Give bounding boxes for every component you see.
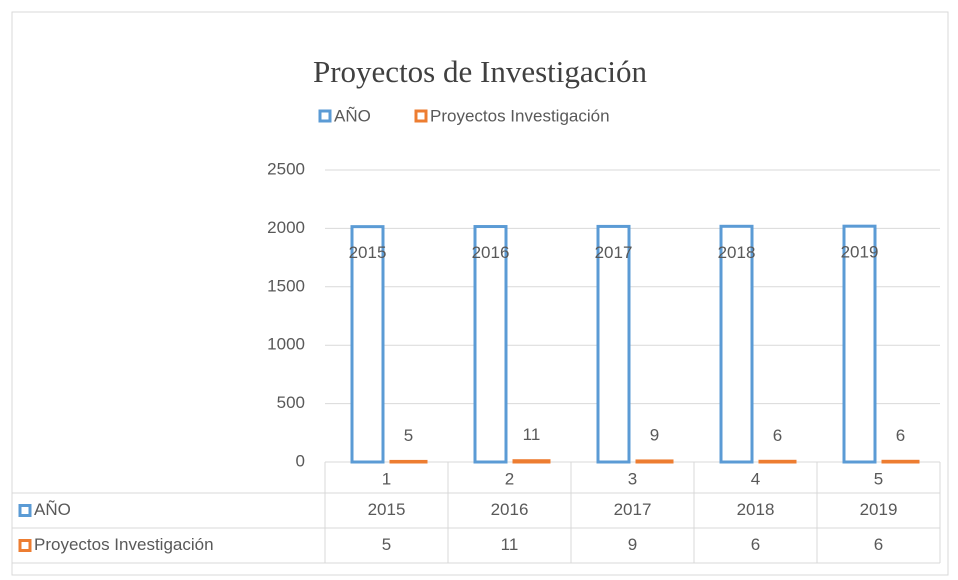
bar [389,459,428,464]
bar [635,459,674,464]
table-cell: 2015 [368,500,406,519]
table-cell: 2016 [491,500,529,519]
y-tick-label: 2000 [267,218,305,237]
table-cell: 2018 [737,500,775,519]
legend-key [318,109,332,123]
y-tick-label: 1000 [267,335,305,354]
legend-label: AÑO [334,106,371,125]
table-cell: 6 [874,535,883,554]
table-row-label: Proyectos Investigación [34,535,214,554]
table-cell: 5 [382,535,391,554]
table-legend-key [18,539,32,552]
data-label: 9 [650,425,659,444]
bar [473,225,508,464]
y-tick-label: 500 [277,393,305,412]
legend-label: Proyectos Investigación [430,106,610,125]
bar [350,225,385,464]
table-legend-key [18,504,32,517]
table-cell: 9 [628,535,637,554]
bar [719,224,754,464]
data-label: 5 [404,426,413,445]
data-label: 2019 [841,243,879,262]
table-cell: 6 [751,535,760,554]
y-tick-label: 2500 [267,159,305,178]
data-label: 2018 [718,243,756,262]
x-tick-label: 4 [751,469,760,488]
x-tick-label: 3 [628,469,637,488]
table-cell: 2019 [860,500,898,519]
y-tick-label: 0 [296,451,305,470]
bar [596,224,631,464]
data-label: 6 [896,426,905,445]
x-tick-label: 2 [505,469,514,488]
table-cell: 2017 [614,500,652,519]
x-tick-label: 1 [382,469,391,488]
y-tick-label: 1500 [267,276,305,295]
table-cell: 11 [501,535,519,554]
data-label: 11 [523,425,541,444]
x-tick-label: 5 [874,469,883,488]
chart-title: Proyectos de Investigación [313,54,648,89]
bar [842,224,877,464]
data-label: 2017 [595,243,633,262]
bar [512,459,551,464]
data-label: 6 [773,426,782,445]
bar [881,459,920,464]
bar [758,459,797,464]
data-label: 2015 [349,243,387,262]
table-row-label: AÑO [34,500,71,519]
legend-key [414,109,428,123]
data-label: 2016 [472,243,510,262]
